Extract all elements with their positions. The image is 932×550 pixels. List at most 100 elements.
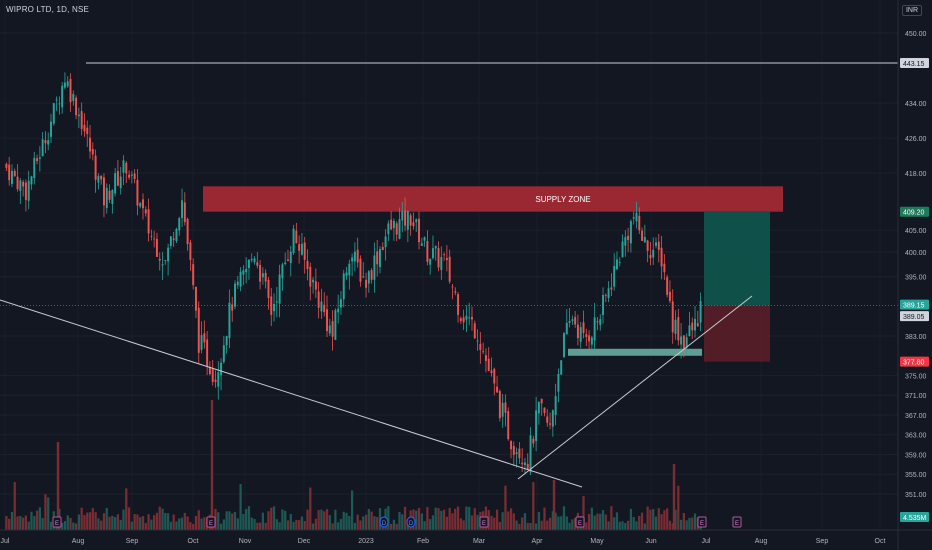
volume-bar bbox=[378, 508, 382, 530]
event-marker[interactable]: E bbox=[697, 516, 707, 528]
candle-body bbox=[557, 374, 560, 392]
event-marker[interactable]: E bbox=[575, 516, 585, 528]
candle-body bbox=[379, 249, 381, 267]
event-marker[interactable]: E bbox=[479, 516, 489, 528]
time-axis[interactable]: Jul Aug Sep Oct Nov Dec 2023 Feb Mar Apr May Jun Jul… bbox=[0, 529, 932, 545]
candle-body bbox=[510, 441, 512, 450]
candle-body bbox=[412, 222, 415, 227]
currency-label[interactable]: INR bbox=[901, 5, 922, 16]
volume-bar bbox=[596, 513, 599, 530]
volume-bar bbox=[186, 516, 189, 530]
volume-bar bbox=[565, 516, 568, 530]
price-axis[interactable]: 450.00 434.00 426.00 418.00 405.00 400.00 395.… bbox=[897, 0, 927, 550]
candle-body bbox=[423, 237, 426, 241]
candle-body bbox=[5, 163, 8, 168]
y-tick-label: 355.00 bbox=[905, 472, 927, 479]
candle-body bbox=[398, 219, 401, 239]
candle-body bbox=[125, 162, 128, 174]
volume-bar bbox=[189, 522, 192, 530]
candle-body bbox=[526, 463, 529, 470]
volume-bar bbox=[493, 517, 496, 530]
candle-body bbox=[593, 317, 596, 341]
candle-body bbox=[551, 410, 554, 427]
event-marker[interactable]: D bbox=[379, 516, 389, 528]
price-label-box bbox=[900, 58, 929, 69]
volume-bar bbox=[133, 513, 136, 530]
x-tick-label: May bbox=[590, 538, 604, 545]
price-label: 377.80 bbox=[900, 356, 929, 367]
x-tick-label: Jul bbox=[1, 538, 10, 545]
candle-body bbox=[295, 230, 298, 244]
volume-bar bbox=[473, 508, 476, 530]
event-marker[interactable]: D bbox=[406, 516, 416, 528]
volume-bar bbox=[200, 518, 203, 530]
volume-bar bbox=[66, 515, 69, 530]
candle-body bbox=[479, 343, 482, 350]
event-marker[interactable]: E bbox=[52, 516, 62, 528]
volume-bar bbox=[325, 509, 329, 530]
volume-bar bbox=[320, 509, 323, 530]
candle-body bbox=[197, 307, 200, 353]
candle-body bbox=[192, 264, 195, 286]
volume-bar bbox=[663, 510, 666, 530]
volume-bar bbox=[504, 485, 507, 530]
y-tick-label: 375.00 bbox=[905, 373, 927, 380]
candle-body bbox=[445, 258, 448, 261]
volume-bar bbox=[434, 507, 437, 530]
price-label-box bbox=[900, 206, 929, 217]
candle-body bbox=[487, 358, 490, 372]
candle-body bbox=[203, 333, 206, 343]
volume-bar bbox=[231, 513, 234, 530]
candle-body bbox=[401, 211, 404, 221]
candle-body bbox=[353, 251, 356, 262]
volume-bar bbox=[24, 515, 28, 530]
candle-body bbox=[677, 317, 680, 341]
candle-body bbox=[128, 174, 131, 178]
volume-bar bbox=[456, 506, 460, 530]
volume-bar bbox=[10, 511, 14, 530]
candle-body bbox=[512, 446, 515, 455]
volume-bar bbox=[331, 523, 334, 530]
volume-bar bbox=[537, 512, 541, 530]
volume-bar bbox=[624, 522, 627, 530]
volume-spike bbox=[672, 464, 676, 530]
volume-bar bbox=[459, 518, 462, 530]
y-tick-label: 400.00 bbox=[905, 250, 927, 257]
event-markers[interactable]: E E D E E ED E bbox=[52, 516, 742, 528]
price-label: 409.20 bbox=[900, 206, 929, 217]
candle-body bbox=[624, 236, 627, 246]
volume-bar bbox=[334, 509, 337, 530]
event-marker[interactable]: E bbox=[732, 516, 742, 528]
candles bbox=[5, 72, 702, 476]
volume-bar bbox=[560, 516, 563, 530]
candle-body bbox=[270, 296, 273, 315]
volume-bar bbox=[203, 517, 206, 530]
candle-body bbox=[334, 310, 337, 340]
volume-bar bbox=[264, 522, 267, 530]
candle-body bbox=[314, 281, 317, 290]
volume-bar bbox=[401, 514, 404, 530]
candle-body bbox=[680, 336, 683, 345]
volume-bar bbox=[521, 517, 524, 530]
event-marker[interactable]: E bbox=[206, 516, 216, 528]
volume-bar bbox=[643, 523, 646, 530]
volume-bar bbox=[253, 519, 256, 530]
candle-body bbox=[50, 121, 52, 137]
candle-body bbox=[91, 148, 94, 155]
candle-body bbox=[100, 175, 103, 180]
volume-bar bbox=[317, 510, 320, 530]
volume-bar bbox=[518, 523, 521, 530]
volume-bar bbox=[86, 512, 89, 530]
candle-body bbox=[365, 279, 368, 288]
volume-bar bbox=[261, 512, 265, 530]
volume-bar bbox=[339, 518, 343, 530]
candle-body bbox=[183, 202, 186, 223]
candle-body bbox=[55, 99, 58, 101]
candle-body bbox=[535, 410, 538, 441]
volume-bar bbox=[130, 521, 133, 530]
candle-body bbox=[574, 317, 577, 325]
candle-body bbox=[63, 82, 66, 88]
volume-bar bbox=[8, 518, 11, 530]
volume-bar bbox=[526, 522, 529, 530]
